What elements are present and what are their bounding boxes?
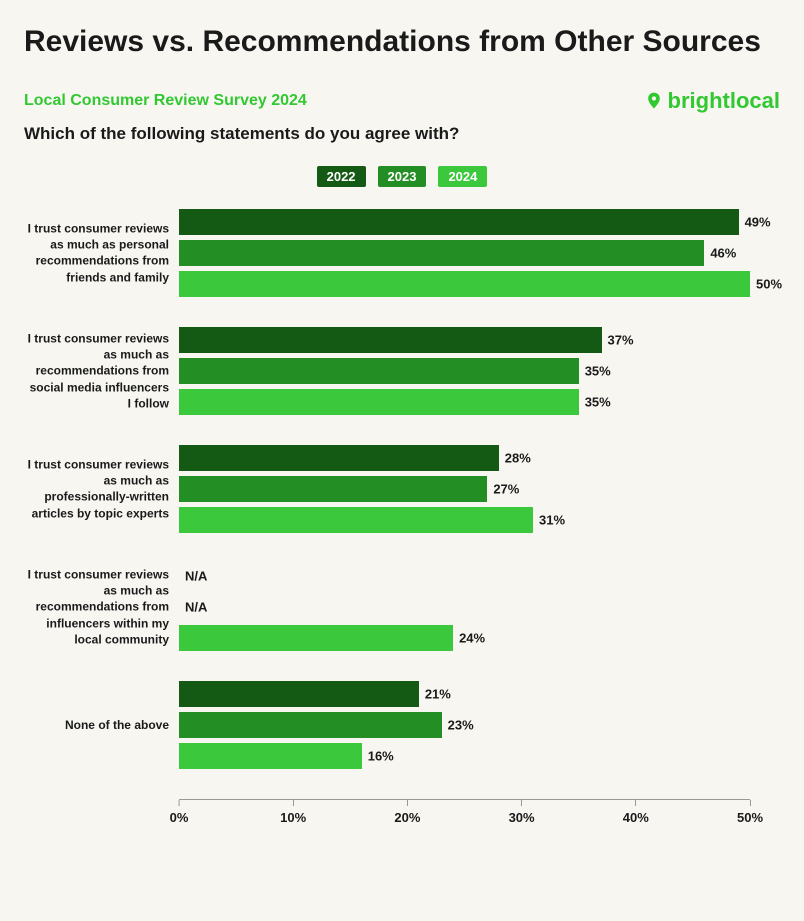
legend-item: 2023 xyxy=(378,166,427,187)
x-axis-tick: 40% xyxy=(623,800,649,825)
bar-row: 35% xyxy=(179,358,750,384)
bar-group: None of the above21%23%16% xyxy=(179,681,750,769)
legend-item: 2022 xyxy=(317,166,366,187)
x-axis-tick: 10% xyxy=(280,800,306,825)
bar-row: 31% xyxy=(179,507,750,533)
bar-value-label: 24% xyxy=(459,631,485,646)
bar-value-label: 46% xyxy=(710,246,736,261)
bar-value-label: 31% xyxy=(539,513,565,528)
bar xyxy=(179,712,442,738)
chart-header: Local Consumer Review Survey 2024 bright… xyxy=(24,88,780,114)
bar xyxy=(179,445,499,471)
bar-value-label: 23% xyxy=(448,718,474,733)
bar-value-label: 28% xyxy=(505,451,531,466)
bar xyxy=(179,327,602,353)
bar-row: N/A xyxy=(179,594,750,620)
bar-group: I trust consumer reviews as much as prof… xyxy=(179,445,750,533)
bar-value-label: 16% xyxy=(368,749,394,764)
x-axis-tick-label: 30% xyxy=(509,810,535,825)
x-axis-tick: 30% xyxy=(509,800,535,825)
bar-row: 46% xyxy=(179,240,750,266)
bar xyxy=(179,507,533,533)
bar-row: 24% xyxy=(179,625,750,651)
bar-row: 23% xyxy=(179,712,750,738)
bar-row: 16% xyxy=(179,743,750,769)
group-label: I trust consumer reviews as much as prof… xyxy=(24,457,169,522)
bar xyxy=(179,476,487,502)
bar-group: I trust consumer reviews as much as reco… xyxy=(179,327,750,415)
bar-value-label: N/A xyxy=(185,569,207,584)
group-label: I trust consumer reviews as much as reco… xyxy=(24,567,169,648)
legend-item: 2024 xyxy=(438,166,487,187)
bar-value-label: 35% xyxy=(585,395,611,410)
bar-row: N/A xyxy=(179,563,750,589)
x-axis-tick: 20% xyxy=(394,800,420,825)
bar xyxy=(179,625,453,651)
survey-title: Local Consumer Review Survey 2024 xyxy=(24,92,307,110)
x-axis-tick-label: 40% xyxy=(623,810,649,825)
bar-group: I trust consumer reviews as much as pers… xyxy=(179,209,750,297)
x-axis-tick-label: 0% xyxy=(170,810,189,825)
x-axis-tick: 0% xyxy=(170,800,189,825)
brand-logo: brightlocal xyxy=(644,88,780,114)
bar-row: 49% xyxy=(179,209,750,235)
bar-value-label: 49% xyxy=(745,215,771,230)
bar-row: 37% xyxy=(179,327,750,353)
bar xyxy=(179,743,362,769)
bar xyxy=(179,240,704,266)
pin-heart-icon xyxy=(644,91,664,111)
x-axis-tick-label: 20% xyxy=(394,810,420,825)
bar-row: 50% xyxy=(179,271,750,297)
bar-row: 28% xyxy=(179,445,750,471)
chart-question: Which of the following statements do you… xyxy=(24,124,780,144)
bar-row: 35% xyxy=(179,389,750,415)
bar xyxy=(179,389,579,415)
bar-value-label: 37% xyxy=(608,333,634,348)
bar-value-label: 27% xyxy=(493,482,519,497)
chart-area: I trust consumer reviews as much as pers… xyxy=(179,209,750,829)
group-label: None of the above xyxy=(24,717,169,733)
group-label: I trust consumer reviews as much as reco… xyxy=(24,331,169,412)
x-axis-tick-label: 10% xyxy=(280,810,306,825)
group-label: I trust consumer reviews as much as pers… xyxy=(24,221,169,286)
bar xyxy=(179,271,750,297)
brand-text: brightlocal xyxy=(668,88,780,114)
x-axis: 0%10%20%30%40%50% xyxy=(179,799,750,829)
bar xyxy=(179,681,419,707)
bar-group: I trust consumer reviews as much as reco… xyxy=(179,563,750,651)
bar xyxy=(179,358,579,384)
x-axis-tick: 50% xyxy=(737,800,763,825)
bar-value-label: 35% xyxy=(585,364,611,379)
x-axis-tick-label: 50% xyxy=(737,810,763,825)
bar-value-label: N/A xyxy=(185,600,207,615)
bar-row: 21% xyxy=(179,681,750,707)
bar-row: 27% xyxy=(179,476,750,502)
bar-value-label: 50% xyxy=(756,277,782,292)
page-title: Reviews vs. Recommendations from Other S… xyxy=(24,24,780,60)
legend: 2022 2023 2024 xyxy=(24,166,780,187)
bar xyxy=(179,209,739,235)
bar-value-label: 21% xyxy=(425,687,451,702)
